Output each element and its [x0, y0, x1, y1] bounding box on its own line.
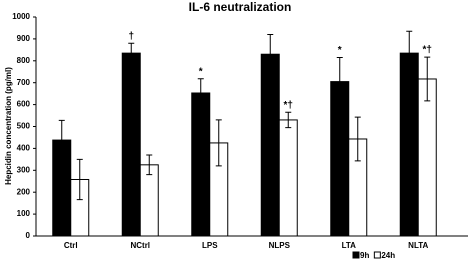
- y-tick-label: 1000: [12, 12, 30, 21]
- x-tick-label: NLPS: [269, 241, 291, 250]
- bar: [417, 78, 437, 237]
- x-tick-label: LTA: [342, 241, 357, 250]
- error-bar: [215, 119, 222, 167]
- y-tick-label: 900: [17, 34, 31, 43]
- bar: [121, 52, 141, 237]
- y-tick-label: 800: [17, 56, 31, 65]
- x-tick-label: Ctrl: [64, 241, 78, 250]
- y-tick-label: 100: [17, 209, 31, 218]
- y-tick-label: 400: [17, 144, 31, 153]
- y-tick-label: 700: [17, 78, 31, 87]
- legend-label: 24h: [381, 251, 395, 260]
- error-bar: [197, 78, 204, 108]
- y-tick-label: 500: [17, 122, 31, 131]
- bar: [191, 92, 211, 237]
- error-bar: [58, 119, 65, 161]
- legend-swatch: [373, 251, 381, 259]
- error-bar: [76, 158, 83, 201]
- bar: [399, 52, 419, 237]
- x-tick-label: NLTA: [408, 241, 428, 250]
- error-bar: [424, 56, 431, 102]
- chart-title: IL-6 neutralization: [189, 0, 292, 14]
- legend-label: 9h: [360, 251, 369, 260]
- error-bar: [146, 154, 153, 176]
- error-bar: [336, 57, 343, 107]
- error-bar: [267, 34, 274, 75]
- bar: [278, 119, 298, 237]
- annotation: †: [128, 31, 134, 42]
- legend-swatch: [352, 251, 360, 259]
- y-tick-label: 600: [17, 100, 31, 109]
- annotation: *†: [284, 100, 293, 111]
- error-bar: [128, 42, 135, 64]
- y-tick-label: 200: [17, 187, 31, 196]
- x-tick-label: NCtrl: [130, 241, 150, 250]
- bar: [260, 53, 280, 237]
- error-bar: [285, 111, 292, 129]
- x-tick-label: LPS: [202, 241, 218, 250]
- annotation: *†: [423, 45, 432, 56]
- y-tick-label: 300: [17, 165, 31, 174]
- annotation: *: [199, 66, 203, 77]
- annotation: *: [338, 45, 342, 56]
- bar: [139, 164, 159, 237]
- y-tick-label: 0: [26, 231, 31, 240]
- error-bar: [354, 116, 361, 162]
- error-bar: [406, 30, 413, 76]
- y-axis-label: Hepcidin concentration (pg/ml): [4, 67, 13, 185]
